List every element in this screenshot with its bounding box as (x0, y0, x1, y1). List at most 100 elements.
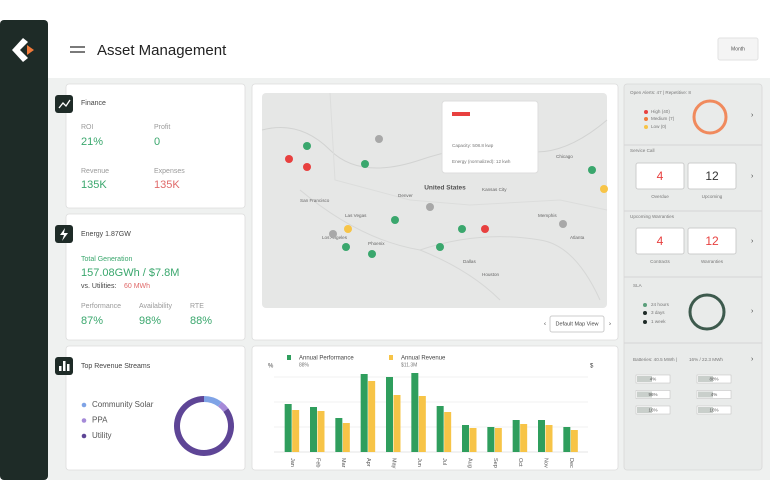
site-marker[interactable] (303, 163, 311, 171)
sla-dot (643, 311, 647, 315)
batteries-title-alt: 16% / 22.3 MWh (689, 357, 723, 362)
site-marker[interactable] (481, 225, 489, 233)
stat-box[interactable] (687, 227, 737, 255)
stat-value: 12 (705, 169, 719, 183)
bar (310, 407, 317, 452)
stat-value: 4 (657, 169, 664, 183)
map-city: Dallas (463, 259, 476, 264)
sla-item: 1 week (651, 319, 666, 324)
bar (368, 381, 376, 452)
kpi-value: 88% (190, 315, 212, 327)
chevron[interactable]: › (751, 356, 754, 363)
site-marker[interactable] (458, 225, 466, 233)
kpi-label: Profit (154, 124, 170, 131)
site-marker[interactable] (436, 243, 444, 251)
bar (444, 412, 452, 452)
finance-card (65, 83, 246, 209)
stat-value: 4 (657, 234, 664, 248)
section-title: SLA (633, 283, 643, 288)
legend-label: Community Solar (92, 400, 154, 409)
revenue-icon-glyph (59, 366, 62, 371)
kpi-label: Total Generation (81, 256, 132, 263)
map-city: Atlanta (570, 235, 585, 240)
x-tick-label: Sep (492, 458, 498, 468)
stat-box[interactable] (635, 162, 685, 190)
map-view-button[interactable] (549, 315, 605, 333)
map-city: Phoenix (368, 241, 385, 246)
stat-label: Overdue (651, 194, 669, 199)
chevron[interactable]: › (751, 173, 754, 180)
kpi-label: Revenue (81, 168, 109, 175)
map-view-label: Default Map View (555, 321, 598, 327)
x-tick-label: May (391, 458, 397, 469)
bar (292, 410, 300, 452)
battery-label: 88% (709, 376, 718, 381)
map-city: Kansas City (482, 187, 507, 192)
chevron[interactable]: › (751, 238, 754, 245)
revenue-icon-glyph (67, 364, 70, 371)
kpi-value: 157.08GWh / $7.8M (81, 267, 179, 279)
bar (520, 424, 528, 452)
energy-card (65, 213, 246, 341)
site-marker[interactable] (375, 135, 383, 143)
legend-swatch (389, 355, 393, 360)
kpi-value: 60 MWh (124, 283, 150, 290)
sla-ring (688, 293, 726, 331)
map-city: Chicago (556, 154, 573, 159)
stat-box[interactable] (687, 162, 737, 190)
battery-fill (637, 391, 652, 398)
legend-label: Utility (92, 431, 112, 440)
map-prev[interactable]: ‹ (544, 322, 546, 328)
stat-box[interactable] (635, 227, 685, 255)
battery-bar (696, 390, 732, 399)
logo[interactable] (12, 38, 28, 62)
x-tick-label: Mar (340, 458, 346, 468)
battery-fill (698, 407, 713, 413)
bar (538, 420, 545, 452)
map-city: Memphis (538, 213, 557, 218)
bar (335, 418, 343, 452)
site-marker[interactable] (600, 185, 608, 193)
kpi-label: Expenses (154, 168, 185, 175)
site-marker[interactable] (588, 166, 596, 174)
y-axis-label: % (268, 364, 274, 370)
bar (487, 427, 495, 452)
alerts-ring (692, 99, 728, 135)
legend-label: Annual Revenue (401, 356, 446, 362)
bar (469, 428, 477, 452)
kpi-value: 98% (139, 315, 161, 327)
revenue-card (65, 345, 246, 471)
map-city: Denver (398, 193, 413, 198)
x-tick-label: Apr (365, 458, 371, 467)
legend-dot (81, 433, 87, 439)
month-button[interactable] (717, 37, 759, 61)
menu-icon[interactable] (70, 46, 85, 53)
kpi-label: RTE (190, 303, 204, 310)
map-next[interactable]: › (609, 322, 611, 328)
site-marker[interactable] (285, 155, 293, 163)
site-marker[interactable] (361, 160, 369, 168)
site-marker[interactable] (559, 220, 567, 228)
chevron[interactable]: › (751, 308, 754, 315)
site-marker[interactable] (391, 216, 399, 224)
site-marker[interactable] (426, 203, 434, 211)
x-tick-label: Jun (416, 458, 422, 467)
site-marker[interactable] (368, 250, 376, 258)
site-marker[interactable] (344, 225, 352, 233)
site-marker[interactable] (303, 142, 311, 150)
energy-icon-glyph (60, 228, 68, 241)
site-marker[interactable] (342, 243, 350, 251)
map-city: Los Angeles (322, 235, 348, 240)
card-title: Top Revenue Streams (81, 363, 151, 370)
site-marker[interactable] (329, 230, 337, 238)
alert-dot (644, 125, 648, 129)
kpi-label: Availability (139, 303, 172, 310)
bar (317, 411, 325, 452)
x-tick-label: Dec (568, 458, 574, 468)
sla-item: 24 hours (651, 302, 670, 307)
bar (570, 430, 578, 452)
map-city: San Francisco (300, 198, 330, 203)
chevron[interactable]: › (751, 112, 754, 119)
bar (284, 404, 292, 452)
